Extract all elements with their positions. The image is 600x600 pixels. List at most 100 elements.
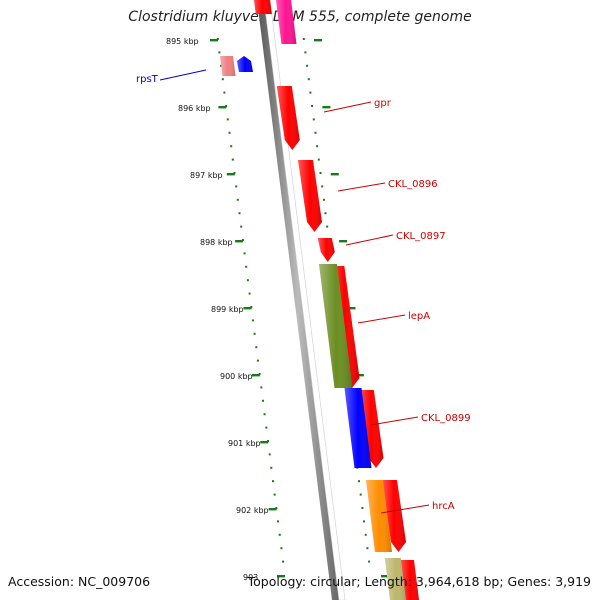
accession-text: Accession: NC_009706 <box>8 574 151 589</box>
minor-tick <box>240 225 243 228</box>
minor-tick <box>243 252 246 255</box>
major-tick <box>210 39 218 42</box>
minor-tick <box>277 520 279 523</box>
minor-tick <box>307 78 310 81</box>
label-leader-line <box>159 69 207 81</box>
feature-shading <box>276 86 300 150</box>
minor-tick <box>311 105 314 107</box>
feature-shading <box>317 238 335 262</box>
feature-shading <box>276 0 297 44</box>
major-tick <box>322 106 331 109</box>
major-tick <box>235 240 244 243</box>
minor-tick <box>256 359 259 362</box>
minor-tick <box>316 145 319 148</box>
minor-tick <box>273 493 276 496</box>
scale-label-898: 898 kbp <box>200 238 233 247</box>
genome-backbone <box>257 0 339 600</box>
minor-tick <box>314 131 317 134</box>
minor-tick <box>253 332 256 335</box>
major-tick <box>260 441 269 444</box>
gene-label-lepA[interactable]: lepA <box>408 311 430 322</box>
minor-tick <box>220 64 223 67</box>
minor-tick <box>251 319 254 322</box>
minor-tick <box>319 172 322 174</box>
minor-tick <box>262 399 264 402</box>
major-tick <box>347 307 356 310</box>
minor-tick <box>361 507 364 509</box>
minor-tick <box>363 520 365 523</box>
feature-shading <box>319 264 353 388</box>
minor-tick <box>223 91 226 94</box>
feature-tracks <box>220 0 419 600</box>
minor-tick <box>226 118 229 121</box>
minor-tick <box>272 480 274 483</box>
feature-shading <box>220 56 236 76</box>
minor-tick <box>321 185 324 188</box>
minor-tick <box>359 493 362 496</box>
label-leader-line <box>337 182 386 192</box>
minor-tick <box>265 426 268 429</box>
major-tick <box>277 575 285 578</box>
feature-shading <box>237 56 253 72</box>
gene-label-gpr[interactable]: gpr <box>374 98 392 109</box>
minor-tick <box>317 158 320 161</box>
label-leader-line <box>323 101 372 113</box>
feature-shading <box>298 160 322 232</box>
minor-tick <box>304 51 307 54</box>
genome-summary-text: Topology: circular; Length: 3,964,618 bp… <box>247 574 591 589</box>
scale-major-ticks <box>210 39 389 578</box>
scale-label-901: 901 kbp <box>228 439 261 448</box>
feature-shading <box>384 558 407 600</box>
minor-tick <box>263 413 266 416</box>
minor-tick <box>306 64 309 67</box>
gene-label-CKL-0897[interactable]: CKL_0897 <box>396 231 446 242</box>
major-tick <box>355 374 364 377</box>
gene-label-rpsT[interactable]: rpsT <box>136 74 159 85</box>
minor-tick <box>324 212 327 215</box>
minor-tick <box>248 292 251 295</box>
map-title: Clostridium kluyveri DSM 555, complete g… <box>128 9 472 25</box>
major-tick <box>381 575 389 578</box>
major-tick <box>251 374 260 377</box>
minor-tick <box>230 145 233 148</box>
major-tick <box>226 173 235 176</box>
scale-label-903: 903 <box>243 573 258 582</box>
gene-label-CKL-0899[interactable]: CKL_0899 <box>421 413 471 424</box>
gene-label-CKL-0896[interactable]: CKL_0896 <box>388 179 438 190</box>
minor-tick <box>218 51 221 54</box>
scale-label-900: 900 kbp <box>220 372 253 381</box>
gene-label-hrcA[interactable]: hrcA <box>432 501 455 512</box>
minor-tick <box>228 131 231 134</box>
feature-shading <box>344 388 372 468</box>
minor-tick <box>302 38 305 40</box>
minor-tick <box>326 225 329 228</box>
major-tick <box>268 508 277 511</box>
minor-tick <box>260 386 263 389</box>
minor-tick <box>364 533 367 536</box>
minor-tick <box>221 78 224 81</box>
label-leader-line <box>345 234 394 246</box>
minor-tick <box>245 265 248 268</box>
major-tick <box>339 240 348 243</box>
scale-label-902: 902 kbp <box>236 506 269 515</box>
label-leader-lines <box>159 69 430 514</box>
minor-tick <box>282 560 285 563</box>
minor-tick <box>309 91 312 94</box>
scale-label-897: 897 kbp <box>190 171 223 180</box>
feature-shading <box>254 0 272 14</box>
minor-tick <box>358 480 360 483</box>
major-tick <box>314 39 322 42</box>
backbone-outline <box>263 0 346 600</box>
minor-tick <box>278 533 281 536</box>
minor-tick <box>236 198 239 201</box>
feature-shading <box>382 480 406 552</box>
minor-tick <box>280 547 283 550</box>
scale-label-899: 899 kbp <box>211 305 244 314</box>
minor-tick <box>270 466 273 469</box>
label-leader-line <box>357 314 406 324</box>
major-tick <box>218 106 227 109</box>
minor-tick <box>255 346 258 349</box>
minor-tick <box>368 560 371 563</box>
